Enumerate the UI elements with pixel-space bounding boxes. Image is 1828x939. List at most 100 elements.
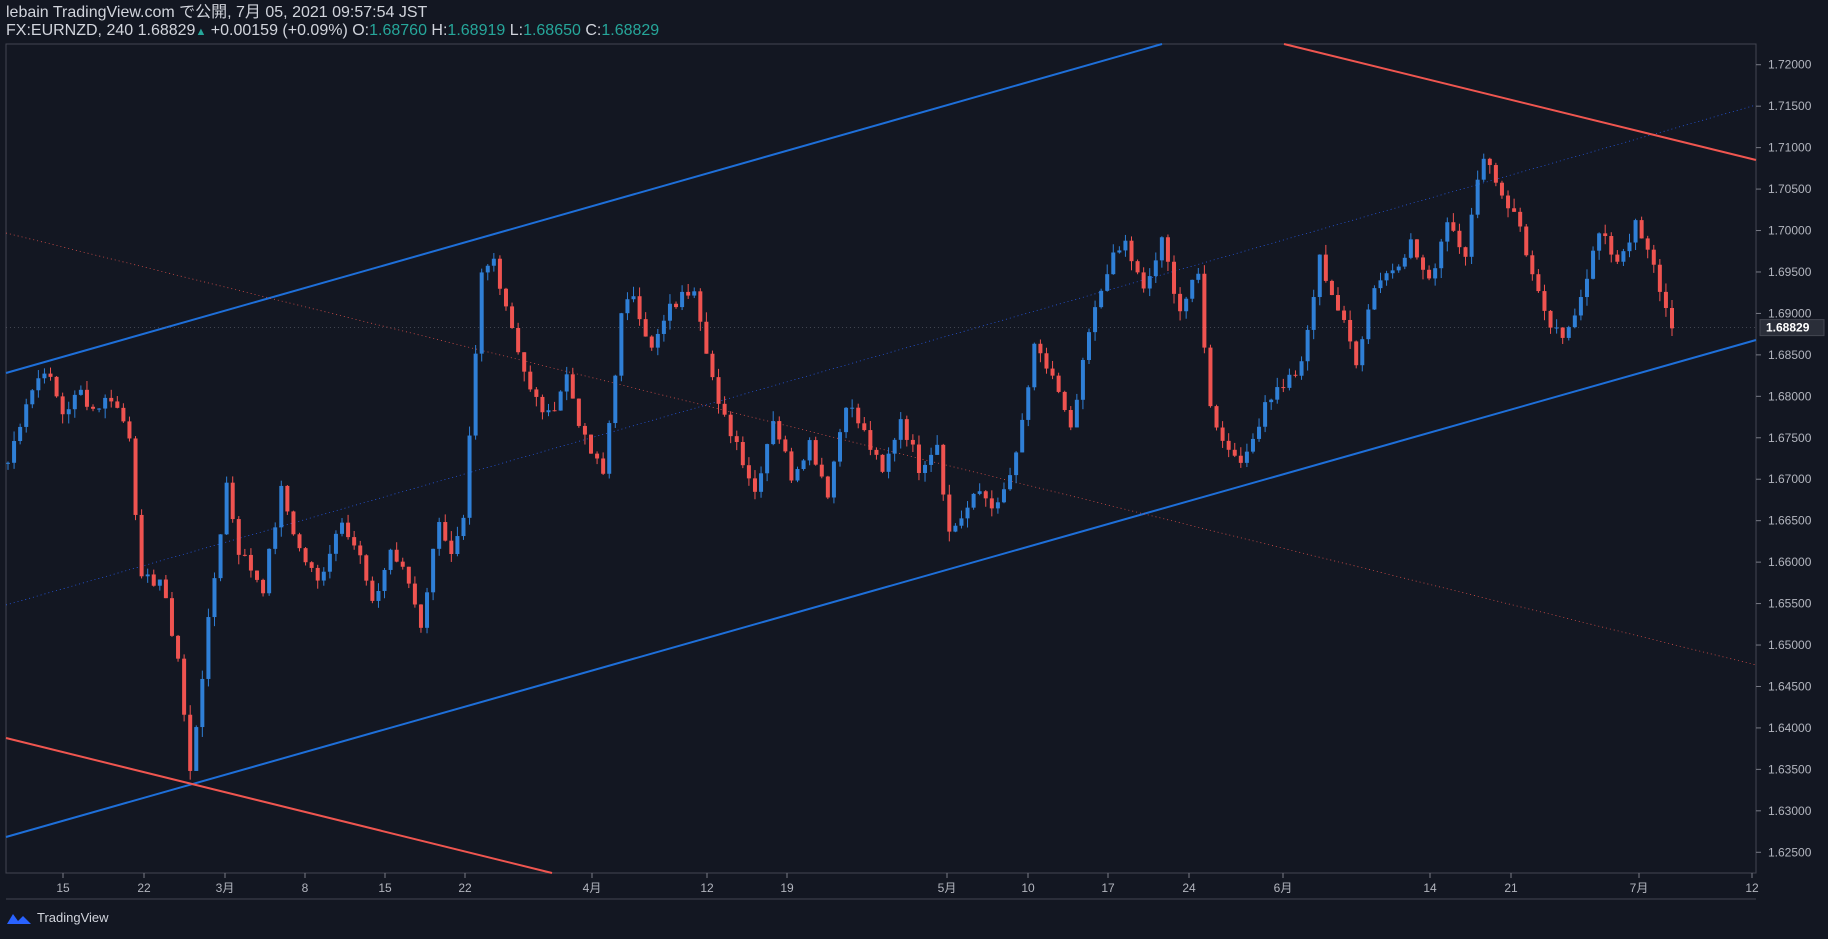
- candle: [589, 434, 594, 454]
- candle-body: [230, 482, 235, 520]
- candle-body: [692, 291, 697, 296]
- candle-body: [1493, 165, 1498, 183]
- candle-body: [746, 465, 751, 479]
- candle: [1645, 235, 1650, 259]
- candle: [1178, 287, 1183, 321]
- candle-body: [1323, 254, 1328, 281]
- price-change: +0.00159 (+0.09%): [210, 22, 348, 39]
- candle: [1263, 395, 1268, 433]
- candle: [1232, 442, 1237, 458]
- candle-body: [461, 517, 466, 537]
- candle: [1651, 244, 1656, 273]
- candle-body: [254, 570, 259, 580]
- candle-body: [1153, 260, 1158, 277]
- candle: [1584, 269, 1589, 306]
- x-tick-label: 7月: [1630, 881, 1649, 895]
- candle: [1317, 254, 1322, 306]
- candle: [503, 287, 508, 311]
- candle: [467, 426, 472, 525]
- candle-body: [1147, 276, 1152, 289]
- candle: [1074, 393, 1079, 428]
- candle: [1050, 360, 1055, 380]
- candle-body: [710, 353, 715, 378]
- candle: [941, 443, 946, 501]
- candle: [1269, 398, 1274, 410]
- candle-body: [795, 469, 800, 481]
- candle-body: [133, 438, 138, 515]
- candle: [297, 532, 302, 552]
- candle: [461, 514, 466, 540]
- candle-body: [570, 374, 575, 399]
- candle-body: [1220, 427, 1225, 441]
- tradingview-brand[interactable]: TradingView: [37, 910, 109, 925]
- candle: [1578, 289, 1583, 321]
- candle-body: [176, 635, 181, 659]
- candle-body: [1178, 293, 1183, 312]
- symbol-label[interactable]: FX:EURNZD, 240: [6, 22, 134, 39]
- candle-body: [91, 406, 96, 409]
- candle-body: [248, 554, 253, 571]
- candle-body: [1414, 239, 1419, 258]
- candle: [892, 437, 897, 462]
- candle-body: [182, 658, 187, 715]
- candle-body: [807, 440, 812, 461]
- candle-body: [1190, 279, 1195, 299]
- candle: [819, 457, 824, 479]
- candle: [315, 564, 320, 589]
- low-label: L:: [509, 22, 524, 39]
- candle: [455, 526, 460, 557]
- candle: [218, 534, 223, 582]
- candle: [1305, 325, 1310, 371]
- candle-body: [485, 265, 490, 273]
- candle-body: [1068, 409, 1073, 428]
- candle: [1184, 296, 1189, 319]
- candle-body: [1111, 252, 1116, 275]
- candle: [959, 510, 964, 529]
- candle-body: [1402, 257, 1407, 267]
- candle: [795, 466, 800, 483]
- candle-body: [267, 548, 272, 594]
- candle-body: [1451, 222, 1456, 231]
- candle: [965, 501, 970, 528]
- chart-published-line: lebain TradingView.com で公開, 7月 05, 2021 …: [6, 4, 427, 22]
- candle: [977, 483, 982, 496]
- candle: [1250, 433, 1255, 454]
- candle-body: [1512, 208, 1517, 212]
- candle-body: [1427, 269, 1432, 279]
- candle-body: [552, 410, 557, 412]
- candle: [346, 514, 351, 540]
- candle-body: [989, 498, 994, 509]
- y-tick-label: 1.67000: [1768, 472, 1812, 486]
- candle-body: [206, 617, 211, 679]
- candle-body: [528, 371, 533, 390]
- candle-body: [1621, 251, 1626, 262]
- y-tick-label: 1.66000: [1768, 555, 1812, 569]
- candle: [1354, 340, 1359, 369]
- candle: [224, 476, 229, 535]
- candle: [1566, 325, 1571, 341]
- candle: [279, 480, 284, 537]
- candle-body: [473, 353, 478, 436]
- low-value: 1.68650: [523, 22, 581, 39]
- candle: [1512, 198, 1517, 212]
- candle: [1366, 304, 1371, 345]
- y-tick-label: 1.68500: [1768, 348, 1812, 362]
- candle-body: [1287, 374, 1292, 388]
- candle-body: [1506, 195, 1511, 209]
- candle: [491, 253, 496, 272]
- candle: [1530, 250, 1535, 281]
- candle: [1384, 270, 1389, 286]
- candle-body: [400, 561, 405, 567]
- candle: [710, 350, 715, 381]
- candle-body: [904, 419, 909, 440]
- candle: [182, 654, 187, 722]
- candle-body: [728, 414, 733, 437]
- candle: [759, 466, 764, 498]
- candle: [838, 428, 842, 467]
- candle-body: [406, 566, 411, 584]
- candle-body: [680, 291, 685, 308]
- y-tick-label: 1.69000: [1768, 306, 1812, 320]
- candle: [30, 389, 35, 409]
- candle-body: [346, 522, 351, 538]
